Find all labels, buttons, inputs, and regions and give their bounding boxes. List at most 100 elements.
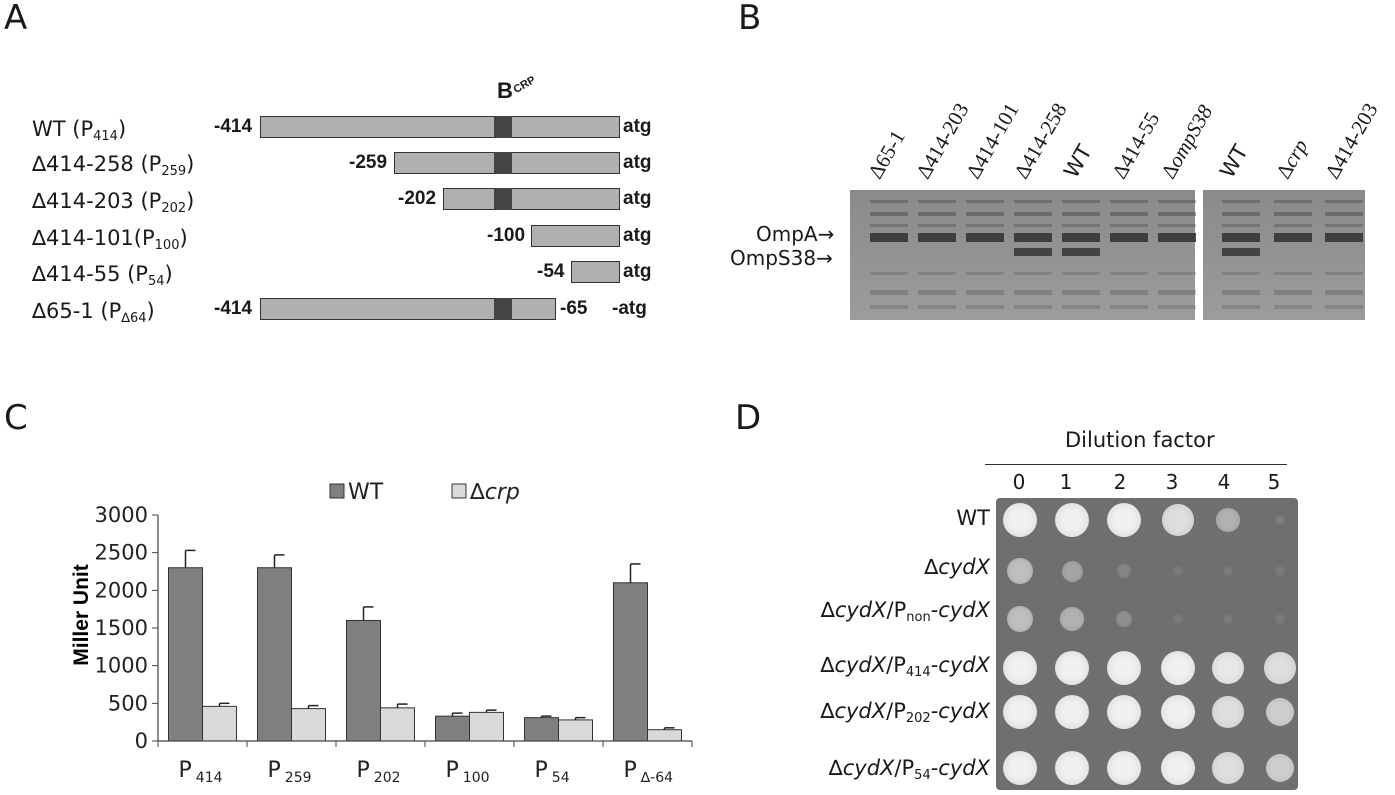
construct-label: ∆414-203 (P202)	[32, 189, 195, 216]
colony-spot	[1265, 697, 1295, 727]
colony-spot	[1061, 560, 1083, 582]
gel-band	[966, 290, 1004, 295]
colony-spot	[1003, 695, 1037, 729]
gel-band	[1110, 305, 1148, 309]
gel-band	[1325, 305, 1363, 309]
gel-band	[966, 305, 1004, 309]
colony-spot	[1006, 557, 1034, 585]
panel-letter-d: D	[735, 398, 762, 438]
dilution-number: 4	[1217, 470, 1231, 494]
gel-lane-label: ∆414-203	[1320, 98, 1383, 183]
dilution-number: 5	[1267, 470, 1281, 494]
construct-label: WT (P414)	[32, 117, 127, 144]
colony-spot	[1211, 651, 1245, 685]
colony-spot	[1006, 605, 1034, 633]
gel-band	[1014, 200, 1052, 203]
y-tick-label: 0	[135, 729, 148, 753]
strain-label: ∆cydX	[924, 555, 990, 579]
colony-spot	[1216, 508, 1240, 532]
gel-band	[1274, 212, 1312, 216]
colony-spot	[1003, 651, 1037, 685]
colony-spot	[1223, 614, 1233, 624]
y-axis: 0 500 1000 1500 2000 2500 3000	[95, 503, 159, 753]
crp-binding-box	[494, 116, 512, 138]
colony-spot	[1265, 753, 1295, 783]
y-tick-label: 2000	[95, 578, 148, 602]
strain-label: ∆cydX/P202-cydX	[820, 699, 990, 726]
strain-label: ∆cydX/P54-cydX	[828, 756, 990, 783]
colony-spot	[1212, 752, 1244, 784]
y-axis-title: Miller Unit	[70, 564, 93, 666]
dilution-number: 1	[1059, 470, 1073, 494]
gel-band	[918, 224, 956, 227]
gel-band	[1274, 305, 1312, 309]
construct-end: atg	[623, 261, 652, 282]
ompa-band	[1062, 233, 1100, 242]
crp-site-letter: B	[497, 78, 513, 103]
colony-spot	[1107, 751, 1141, 785]
bar-wt	[168, 567, 203, 742]
gel-band	[870, 305, 908, 309]
colony-spot	[1173, 614, 1183, 624]
gel-lane-label: WT	[1059, 140, 1097, 182]
gel-band	[966, 212, 1004, 216]
chart-legend: WT ∆crp	[329, 480, 520, 505]
colony-spot	[1060, 607, 1084, 631]
ompa-band	[918, 233, 956, 242]
ompa-band	[966, 233, 1004, 242]
colony-spot	[1161, 695, 1195, 729]
omps38-label: OmpS38→	[730, 246, 833, 270]
gel-band	[1325, 272, 1363, 275]
gel-band	[1110, 272, 1148, 275]
colony-spot	[1275, 566, 1285, 576]
ompa-band	[1325, 233, 1363, 242]
construct-label: ∆65-1 (P∆64)	[32, 299, 155, 326]
gel-band	[870, 200, 908, 203]
ompa-label: OmpA→	[756, 222, 835, 246]
gel-band	[1325, 212, 1363, 216]
promoter-bar	[443, 188, 620, 210]
gel-band	[1274, 290, 1312, 295]
dilution-rule	[985, 464, 1287, 465]
panel-b: ∆65-1 ∆414-203 ∆414-101 ∆414-258 WT ∆414…	[720, 0, 1395, 340]
strain-label: ∆cydX/P414-cydX	[820, 653, 990, 680]
dilution-number: 3	[1165, 470, 1179, 494]
colony-spot	[1117, 564, 1131, 578]
y-tick-label: 1000	[95, 654, 148, 678]
construct-left-coord: -100	[487, 225, 526, 246]
crp-site-label: BCRP	[497, 74, 538, 104]
colony-spot	[1264, 652, 1296, 684]
gel-band	[1222, 224, 1260, 227]
dilution-title: Dilution factor	[1065, 428, 1215, 452]
crp-binding-box	[494, 188, 512, 210]
panel-d: Dilution factor 0 1 2 3 4 5 WT ∆cydX ∆cy…	[0, 400, 1395, 795]
legend-label: WT	[348, 480, 384, 505]
gel-lane-label: ∆ompS38	[1156, 100, 1218, 183]
gel-band	[1062, 272, 1100, 275]
gel-band	[1110, 200, 1148, 203]
gel-image	[850, 190, 1365, 320]
construct-label: ∆414-101(P100)	[32, 226, 188, 253]
gel-band	[1062, 305, 1100, 309]
gel-band	[1014, 305, 1052, 309]
strain-label: WT	[956, 506, 990, 530]
gel-band	[1222, 272, 1260, 275]
gel-band	[1274, 200, 1312, 203]
gel-band	[1062, 224, 1100, 227]
gel-band	[1158, 224, 1196, 227]
gel-band	[1014, 290, 1052, 295]
construct-left-coord: -414	[214, 298, 253, 319]
legend-label: ∆crp	[469, 480, 520, 505]
y-tick-label: 1500	[95, 616, 148, 640]
gel-band	[1158, 212, 1196, 216]
gel-band	[1158, 272, 1196, 275]
crp-binding-box	[494, 298, 512, 320]
construct-end: -atg	[612, 298, 647, 319]
panel-c: Miller Unit WT ∆crp 0 500 1000 1500 2000 2500 3…	[0, 400, 720, 795]
promoter-bar	[260, 298, 556, 320]
gel-band	[1274, 272, 1312, 275]
omps38-band	[1062, 248, 1100, 256]
panel-a: BCRP WT (P414) -414 atg ∆414-258 (P259) …	[0, 0, 700, 340]
ompa-band	[1222, 233, 1260, 242]
colony-spot	[1223, 566, 1233, 576]
